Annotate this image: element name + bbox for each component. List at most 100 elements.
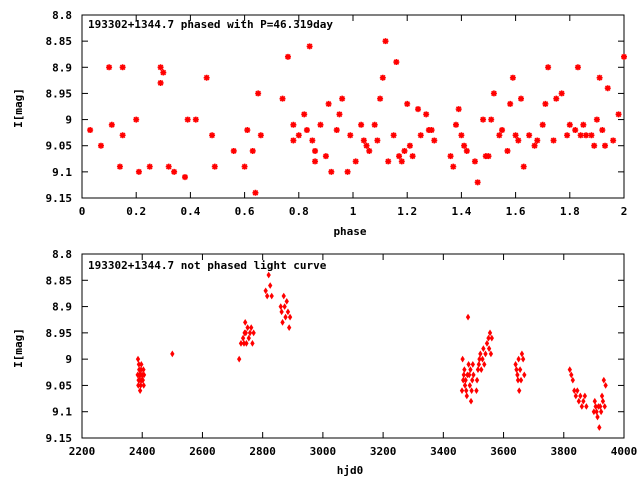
phased-data-point xyxy=(577,132,584,139)
unphased-data-point xyxy=(460,355,465,363)
unphased-data-point xyxy=(283,313,288,321)
unphased-data-point xyxy=(466,361,471,368)
unphased-y-tick-label: 8.8 xyxy=(52,248,72,261)
unphased-data-point xyxy=(598,408,604,416)
phased-data-point xyxy=(596,74,603,81)
phased-data-point xyxy=(209,132,216,139)
unphased-data-point xyxy=(247,329,253,337)
phased-data-point xyxy=(303,127,310,134)
unphased-data-point xyxy=(518,376,524,384)
unphased-data-point xyxy=(468,397,474,405)
phased-data-point xyxy=(474,179,481,186)
unphased-data-point xyxy=(603,382,608,389)
phased-data-point xyxy=(512,132,519,139)
phased-data-point xyxy=(488,116,495,123)
unphased-data-point xyxy=(567,366,572,374)
phased-data-point xyxy=(588,132,595,139)
phased-data-point xyxy=(526,132,533,139)
unphased-data-point xyxy=(462,366,467,374)
unphased-data-point xyxy=(250,340,255,347)
phased-data-point xyxy=(301,111,308,118)
phased-data-point xyxy=(599,127,606,134)
phased-data-point xyxy=(358,121,365,128)
phased-data-point xyxy=(360,137,367,144)
phased-y-tick-label: 8.8 xyxy=(52,9,72,22)
phased-plot-y-axis-label: I[mag] xyxy=(12,88,25,128)
phased-data-point xyxy=(347,132,354,139)
phased-data-point xyxy=(621,53,627,60)
phased-x-tick-label: 0.8 xyxy=(289,205,309,218)
phased-data-point xyxy=(542,100,549,107)
unphased-data-point xyxy=(481,345,486,352)
unphased-y-tick-label: 9.1 xyxy=(52,406,72,419)
phased-data-point xyxy=(108,121,115,128)
phased-data-point xyxy=(211,163,218,170)
unphased-data-point xyxy=(240,334,246,342)
phased-data-point xyxy=(518,95,525,102)
phased-data-point xyxy=(87,127,94,134)
unphased-data-point xyxy=(243,329,248,337)
unphased-data-point xyxy=(246,334,251,342)
unphased-data-point xyxy=(486,334,491,342)
phased-data-point xyxy=(610,137,617,144)
unphased-data-point xyxy=(287,313,293,321)
unphased-data-point xyxy=(140,376,145,384)
phased-data-point xyxy=(385,158,392,165)
unphased-data-point xyxy=(135,355,141,363)
phased-data-point xyxy=(583,132,590,139)
unphased-data-point xyxy=(278,303,283,310)
phased-y-tick-label: 9 xyxy=(65,114,72,127)
phased-data-point xyxy=(415,106,422,113)
unphased-data-point xyxy=(514,366,519,374)
phased-data-point xyxy=(119,64,126,71)
phased-y-tick-label: 8.85 xyxy=(46,35,73,48)
phased-x-tick-label: 1.8 xyxy=(560,205,580,218)
unphased-data-point xyxy=(141,382,146,389)
phased-data-point xyxy=(97,142,104,149)
unphased-data-point xyxy=(279,308,284,316)
unphased-data-point xyxy=(575,387,580,395)
unphased-y-tick-label: 8.9 xyxy=(52,301,72,314)
unphased-data-point xyxy=(280,318,285,326)
phased-data-point xyxy=(615,111,622,118)
phased-data-point xyxy=(290,137,297,144)
unphased-data-point xyxy=(482,361,487,368)
unphased-data-point xyxy=(478,350,483,358)
phased-data-point xyxy=(539,121,546,128)
unphased-data-point xyxy=(483,350,488,358)
phased-data-point xyxy=(157,79,164,86)
phased-data-point xyxy=(203,74,210,81)
phased-data-point xyxy=(593,116,600,123)
phased-data-point xyxy=(135,168,142,175)
phased-data-point xyxy=(531,142,538,149)
unphased-plot-y-axis-label: I[mag] xyxy=(12,328,25,368)
phased-data-point xyxy=(322,153,329,160)
unphased-plot-x-axis-label: hjd0 xyxy=(337,464,364,477)
phased-data-point xyxy=(333,127,340,134)
phased-data-point xyxy=(507,100,514,107)
phased-data-point xyxy=(312,158,319,165)
phased-plot-title: 193302+1344.7 phased with P=46.319day xyxy=(88,18,333,31)
phased-data-point xyxy=(401,147,408,154)
phased-data-point xyxy=(279,95,286,102)
unphased-data-point xyxy=(594,408,599,416)
unphased-data-point xyxy=(467,382,472,389)
phased-data-point xyxy=(157,64,164,71)
phased-data-point xyxy=(396,153,403,160)
unphased-data-point xyxy=(263,287,268,295)
unphased-data-point xyxy=(465,313,471,321)
unphased-data-point xyxy=(572,387,577,395)
unphased-data-point xyxy=(475,366,481,374)
unphased-data-point xyxy=(282,303,287,310)
unphased-data-point xyxy=(463,376,468,384)
phased-data-point xyxy=(252,189,259,196)
unphased-data-point xyxy=(237,355,242,363)
phased-data-point xyxy=(461,142,468,149)
unphased-data-point xyxy=(601,376,606,384)
phased-data-point xyxy=(371,121,378,128)
unphased-y-tick-label: 8.95 xyxy=(46,327,73,340)
unphased-data-point xyxy=(141,366,146,374)
unphased-data-point xyxy=(464,392,469,400)
unphased-data-point xyxy=(578,392,583,400)
unphased-data-point xyxy=(487,329,493,337)
